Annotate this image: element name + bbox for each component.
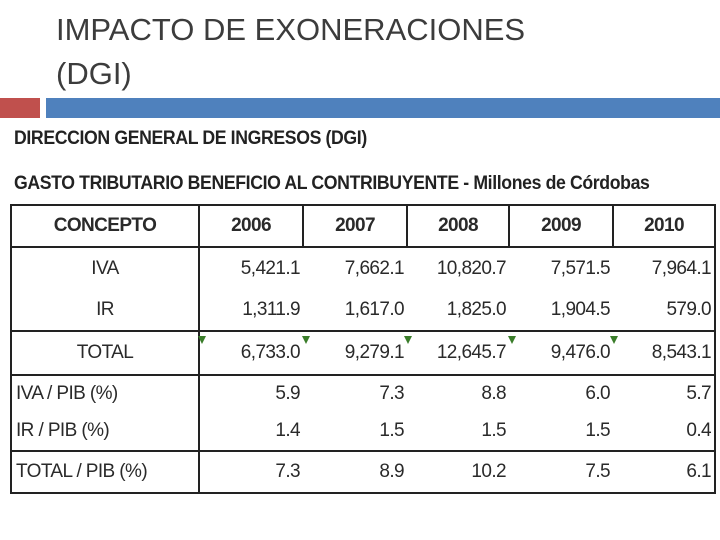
cell-value: 1.5 <box>585 420 610 441</box>
cell-value: 7,964.1 <box>651 258 712 279</box>
cell-value: 10.2 <box>407 450 509 494</box>
cell-value: 1,311.9 <box>242 299 300 320</box>
row-label: IR <box>11 290 200 331</box>
header-2008: 2008 <box>406 204 510 248</box>
cell-value: 7.3 <box>379 383 404 404</box>
document-heading: DIRECCION GENERAL DE INGRESOS (DGI) <box>14 128 367 149</box>
cell-value: 6.0 <box>585 383 610 404</box>
cell-value: 10,820.7 <box>436 258 507 279</box>
cell-value: 8.8 <box>481 383 506 404</box>
cell-value: 6,733.0 <box>199 330 303 376</box>
cell-value: 7.3 <box>199 450 303 494</box>
cell-value: 1.5 <box>481 420 506 441</box>
header-2009: 2009 <box>508 204 614 248</box>
row-label: TOTAL <box>11 330 200 376</box>
document-subheading: GASTO TRIBUTARIO BENEFICIO AL CONTRIBUYE… <box>14 173 650 194</box>
table-row-iva-pib: IVA / PIB (%) 5.9 7.3 8.8 6.0 5.7 <box>11 375 715 412</box>
cell-value: 7,662.1 <box>344 258 405 279</box>
row-label: IVA <box>11 247 200 290</box>
table-row-total: TOTAL 6,733.0 9,279.1 12,645.7 9,476.0 8… <box>11 330 715 376</box>
cell-value: 5,421.1 <box>240 258 301 279</box>
table-header-row: CONCEPTO 2006 2007 2008 2009 2010 <box>10 204 716 248</box>
row-label: IVA / PIB (%) <box>11 375 200 412</box>
cell-value: 7,571.5 <box>550 258 611 279</box>
row-label: TOTAL / PIB (%) <box>11 450 200 494</box>
table-row-iva: IVA 5,421.1 7,662.1 10,820.7 7,571.5 7,9… <box>11 247 715 290</box>
comment-mark <box>302 336 310 344</box>
cell-value: 1.4 <box>275 420 300 441</box>
cell-value: 7.5 <box>509 450 613 494</box>
table-row-ir: IR 1,311.9 1,617.0 1,825.0 1,904.5 579.0 <box>11 290 715 331</box>
cell-value: 1,904.5 <box>550 299 611 320</box>
cell-value: 1,617.0 <box>344 299 405 320</box>
cell-value: 579.0 <box>666 299 711 320</box>
cell-value: 8,543.1 <box>613 330 715 376</box>
cell-value: 5.9 <box>275 383 300 404</box>
table-row-total-pib: TOTAL / PIB (%) 7.3 8.9 10.2 7.5 6.1 <box>11 450 715 494</box>
cell-value: 9,279.1 <box>303 330 407 376</box>
cell-value: 0.4 <box>686 420 711 441</box>
comment-mark <box>508 336 516 344</box>
header-2006: 2006 <box>198 204 304 248</box>
slide-title-line-1: IMPACTO DE EXONERACIONES <box>56 12 526 47</box>
comment-mark <box>404 336 412 344</box>
header-2007: 2007 <box>302 204 408 248</box>
row-label: IR / PIB (%) <box>11 412 200 451</box>
tax-expenditure-table: CONCEPTO 2006 2007 2008 2009 2010 IVA 5,… <box>10 204 716 494</box>
cell-value: 1,825.0 <box>446 299 507 320</box>
cell-value: 8.9 <box>303 450 407 494</box>
comment-mark <box>198 336 206 344</box>
cell-value: 9,476.0 <box>509 330 613 376</box>
cell-value: 6.1 <box>613 450 715 494</box>
cell-value: 1.5 <box>379 420 404 441</box>
cell-value: 12,645.7 <box>407 330 509 376</box>
accent-bar-red <box>0 98 40 118</box>
slide-title-line-2: (DGI) <box>56 56 132 91</box>
comment-mark <box>610 336 618 344</box>
slide-title: IMPACTO DE EXONERACIONES (DGI) <box>56 8 696 96</box>
accent-bar-blue <box>46 98 720 118</box>
header-concepto: CONCEPTO <box>10 204 200 248</box>
table-row-ir-pib: IR / PIB (%) 1.4 1.5 1.5 1.5 0.4 <box>11 412 715 451</box>
header-2010: 2010 <box>612 204 716 248</box>
cell-value: 5.7 <box>686 383 711 404</box>
